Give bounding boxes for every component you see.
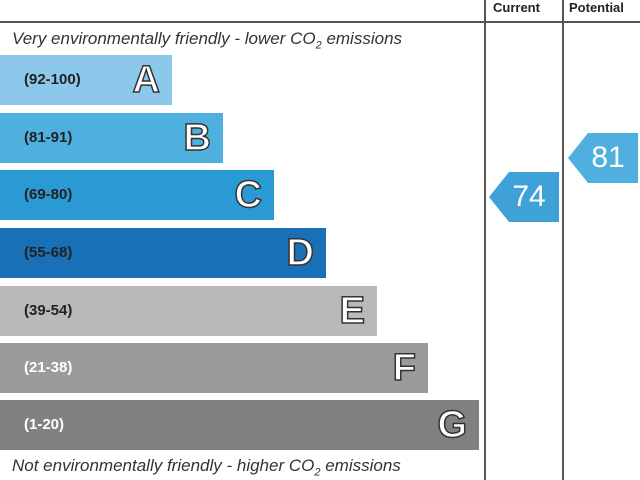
band-range: (81-91) bbox=[24, 129, 73, 146]
band-letter: B bbox=[183, 116, 212, 160]
band-letter: D bbox=[286, 231, 315, 275]
potential-header: Potential bbox=[569, 0, 624, 15]
band-letter: G bbox=[437, 403, 468, 447]
band-range: (92-100) bbox=[24, 71, 81, 88]
current-rating-arrow: 74 bbox=[489, 172, 559, 222]
current-rating-value: 74 bbox=[512, 180, 546, 213]
potential-rating-arrow: 81 bbox=[568, 133, 638, 183]
band-range: (55-68) bbox=[24, 244, 73, 261]
band-range: (21-38) bbox=[24, 359, 73, 376]
band-range: (1-20) bbox=[24, 416, 65, 433]
column-divider bbox=[484, 0, 486, 480]
band-range: (39-54) bbox=[24, 302, 73, 319]
header-divider bbox=[0, 21, 640, 23]
band-b: (81-91) B bbox=[0, 113, 223, 163]
column-divider bbox=[562, 0, 564, 480]
band-range: (69-80) bbox=[24, 186, 73, 203]
band-g: (1-20) G bbox=[0, 400, 479, 450]
top-caption: Very environmentally friendly - lower CO… bbox=[12, 29, 403, 52]
band-f: (21-38) F bbox=[0, 343, 428, 393]
band-c: (69-80) C bbox=[0, 170, 274, 220]
bottom-caption: Not environmentally friendly - higher CO… bbox=[12, 456, 401, 479]
band-e: (39-54) E bbox=[0, 286, 377, 336]
band-letter: E bbox=[339, 289, 366, 333]
potential-rating-value: 81 bbox=[591, 141, 625, 174]
band-d: (55-68) D bbox=[0, 228, 326, 278]
band-a: (92-100) A bbox=[0, 55, 172, 105]
current-header: Current bbox=[493, 0, 540, 15]
band-letter: C bbox=[234, 173, 263, 217]
band-letter: F bbox=[392, 346, 417, 390]
band-letter: A bbox=[132, 58, 161, 102]
